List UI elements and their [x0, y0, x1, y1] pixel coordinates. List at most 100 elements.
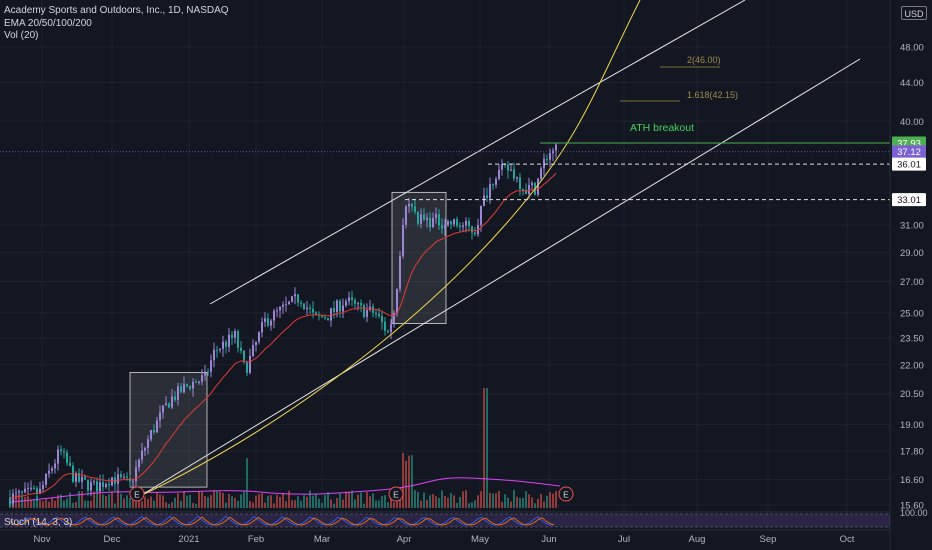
candle-body	[198, 381, 200, 383]
candle-body	[501, 164, 503, 170]
volume-bar	[210, 495, 212, 508]
candle-body	[300, 302, 302, 304]
candle-body	[264, 318, 266, 322]
volume-bar	[60, 494, 62, 508]
volume-bar	[357, 494, 359, 508]
candle-body	[471, 226, 473, 233]
volume-bar	[177, 493, 179, 508]
volume-bar	[105, 496, 107, 508]
volume-bar	[150, 496, 152, 508]
candle-body	[507, 164, 509, 171]
volume-bar	[327, 492, 329, 508]
volume-bar	[27, 495, 29, 508]
candle-body	[372, 306, 374, 313]
volume-bar	[438, 497, 440, 508]
volume-bar	[228, 494, 230, 508]
candle-body	[111, 477, 113, 486]
volume-bar	[483, 388, 485, 508]
volume-bar	[93, 491, 95, 508]
candle-body	[186, 384, 188, 387]
time-tick-label: Jul	[618, 534, 630, 545]
candle-body	[234, 331, 236, 338]
volume-bar	[435, 496, 437, 508]
candle-body	[117, 474, 119, 484]
volume-bar	[543, 501, 545, 508]
price-label-bg	[892, 157, 926, 171]
volume-bar	[300, 500, 302, 508]
candle-body	[420, 214, 422, 224]
candle-body	[384, 321, 386, 331]
price-axis: 48.00 44.00 40.00 31.00 29.00 27.00 25.00 23.50…	[889, 0, 926, 550]
stoch-band	[0, 514, 890, 527]
candle-body	[249, 355, 251, 373]
price-label-plain: 36.01	[897, 160, 921, 171]
volume-bar	[513, 490, 515, 508]
volume-bar	[282, 492, 284, 508]
volume-bar	[414, 490, 416, 508]
volume-bar	[387, 502, 389, 508]
volume-bar	[168, 503, 170, 508]
stoch-level-label: 100.00	[900, 508, 928, 518]
candle-body	[462, 225, 464, 228]
volume-bar	[165, 502, 167, 508]
volume-bar	[222, 492, 224, 508]
candlesticks	[9, 142, 557, 508]
candle-body	[495, 178, 497, 185]
volume-bar	[528, 494, 530, 508]
price-tick-label: 23.50	[900, 334, 924, 345]
candle-body	[144, 448, 146, 451]
candle-body	[459, 225, 461, 228]
candle-body	[261, 321, 263, 333]
volume-bar	[72, 502, 74, 508]
volume-bar	[402, 453, 404, 508]
volume-bar	[267, 495, 269, 508]
candle-body	[348, 297, 350, 302]
candle-body	[513, 169, 515, 179]
candle-body	[333, 308, 335, 312]
volume-bar	[366, 492, 368, 508]
volume-bar	[480, 491, 482, 508]
time-tick-label: Oct	[840, 534, 855, 545]
time-tick-label: Sep	[760, 534, 777, 545]
volume-bar	[333, 503, 335, 508]
volume-bar	[447, 497, 449, 508]
volume-bar	[330, 499, 332, 508]
volume-bar	[30, 499, 32, 508]
volume-bar	[63, 500, 65, 508]
volume-bar	[138, 496, 140, 508]
candle-body	[393, 313, 395, 325]
volume-bar	[159, 494, 161, 508]
candle-body	[291, 296, 293, 302]
candle-body	[435, 214, 437, 219]
volume-bar	[303, 495, 305, 508]
candle-body	[453, 219, 455, 225]
volume-bar	[51, 498, 53, 508]
volume-bar	[96, 491, 98, 508]
volume-bar	[24, 496, 26, 508]
volume-bar	[207, 497, 209, 508]
candle-body	[555, 144, 557, 151]
earnings-marker-label: E	[563, 490, 569, 500]
candle-body	[33, 487, 35, 489]
currency-button[interactable]: USD	[901, 6, 927, 20]
candle-body	[9, 497, 11, 505]
candle-body	[213, 349, 215, 361]
volume-bar	[192, 502, 194, 508]
volume-bar	[90, 500, 92, 508]
channel-lower-line	[139, 58, 861, 497]
candle-body	[450, 221, 452, 225]
candle-body	[480, 205, 482, 225]
volume-bar	[360, 492, 362, 508]
volume-bar	[69, 492, 71, 508]
volume-bar	[450, 493, 452, 508]
volume-bar	[525, 491, 527, 508]
volume-bar	[135, 501, 137, 508]
volume-bar	[237, 500, 239, 508]
chart-legend: Academy Sports and Outdoors, Inc., 1D, N…	[4, 5, 229, 43]
volume-bar	[378, 500, 380, 508]
volume-bar	[198, 491, 200, 508]
volume-bar	[531, 497, 533, 508]
earnings-marker-label: E	[134, 490, 140, 500]
candle-body	[540, 168, 542, 179]
